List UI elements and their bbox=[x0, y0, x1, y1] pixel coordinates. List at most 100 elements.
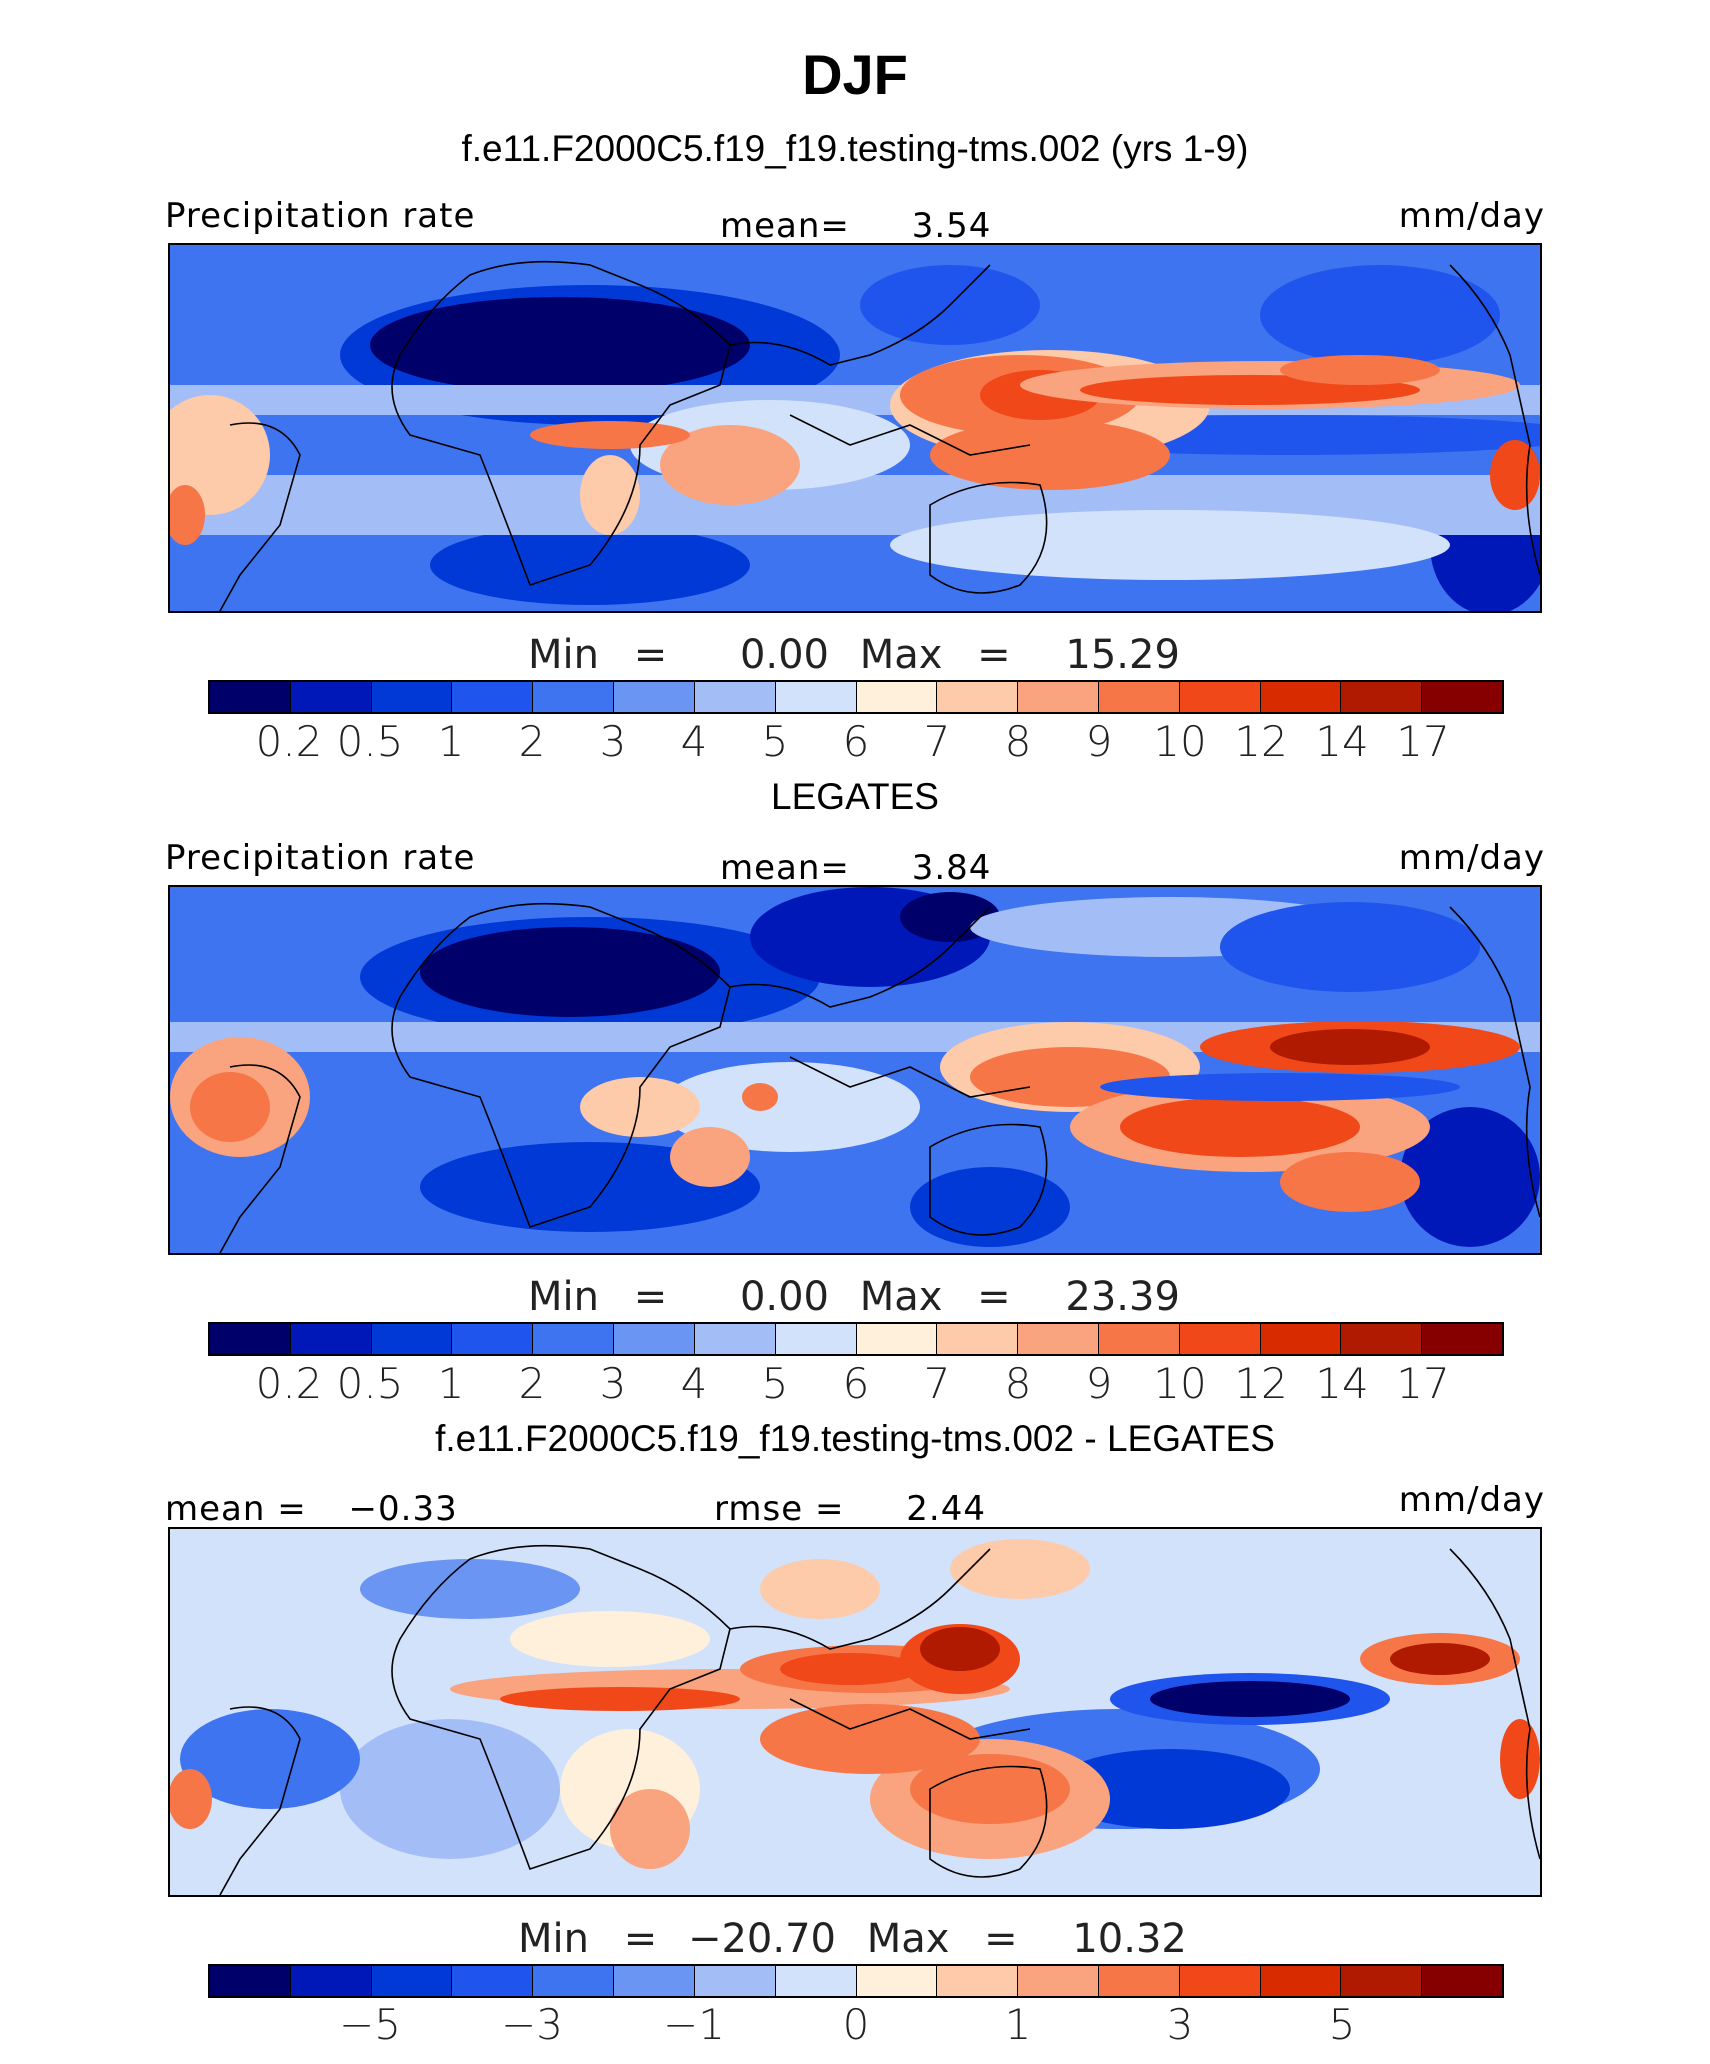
panel2-tick-label: 10 bbox=[1153, 1359, 1207, 1408]
panel1-units: mm/day bbox=[1398, 196, 1545, 236]
panel2-tick-label: 0.2 bbox=[255, 1359, 323, 1408]
panel2-tick-label: 7 bbox=[923, 1359, 951, 1408]
panel3-colorbar bbox=[208, 1964, 1504, 1998]
panel2-colorbar-ticks: 0.2 0.5 1 2 3 4 5 6 7 8 9 10 12 14 17 bbox=[208, 1359, 1504, 1408]
colorbar-swatch bbox=[694, 1966, 776, 1996]
panel3-tick-label: 1 bbox=[1004, 2000, 1032, 2049]
colorbar-swatch bbox=[1422, 682, 1502, 712]
panel2-map bbox=[168, 885, 1542, 1255]
panel1-tick-label: 12 bbox=[1234, 717, 1288, 766]
colorbar-swatch bbox=[533, 1966, 615, 1996]
panel1-tick-label: 2 bbox=[518, 717, 546, 766]
colorbar-swatch bbox=[694, 1324, 776, 1354]
colorbar-swatch bbox=[1260, 1966, 1342, 1996]
colorbar-swatch bbox=[1179, 1966, 1261, 1996]
figure-title: DJF bbox=[802, 43, 908, 106]
colorbar-swatch bbox=[1341, 1966, 1423, 1996]
panel3-tick-label: −5 bbox=[339, 2000, 401, 2049]
colorbar-swatch bbox=[614, 682, 695, 712]
panel1-variable-label: Precipitation rate bbox=[165, 196, 476, 236]
panel1-tick-label: 4 bbox=[680, 717, 708, 766]
panel2-variable-label: Precipitation rate bbox=[165, 838, 476, 878]
panel2-tick-label: 6 bbox=[842, 1359, 870, 1408]
panel3-map bbox=[168, 1527, 1542, 1897]
colorbar-swatch bbox=[371, 1324, 453, 1354]
panel1-tick-label: 6 bbox=[842, 717, 870, 766]
panel1-tick-label: 9 bbox=[1085, 717, 1113, 766]
panel1-map bbox=[168, 243, 1542, 613]
colorbar-swatch bbox=[775, 682, 857, 712]
colorbar-swatch bbox=[937, 682, 1019, 712]
panel1-tick-label: 5 bbox=[761, 717, 789, 766]
panel2-tick-label: 3 bbox=[599, 1359, 627, 1408]
colorbar-swatch bbox=[371, 682, 453, 712]
panel3-units: mm/day bbox=[1398, 1480, 1545, 1520]
colorbar-swatch bbox=[937, 1324, 1019, 1354]
colorbar-swatch bbox=[1341, 682, 1423, 712]
panel1-tick-label: 3 bbox=[599, 717, 627, 766]
colorbar-swatch bbox=[1341, 1324, 1423, 1354]
panel1-max-value: 15.29 bbox=[1065, 632, 1180, 678]
panel2-subtitle: LEGATES bbox=[771, 776, 939, 817]
colorbar-swatch bbox=[210, 682, 291, 712]
panel1-min-label: Min bbox=[528, 632, 599, 678]
panel3-rmse-value: 2.44 bbox=[906, 1489, 986, 1529]
colorbar-swatch bbox=[614, 1324, 695, 1354]
colorbar-swatch bbox=[452, 1324, 534, 1354]
colorbar-swatch bbox=[1422, 1324, 1502, 1354]
panel2-colorbar bbox=[208, 1322, 1504, 1356]
panel2-tick-label: 0.5 bbox=[336, 1359, 404, 1408]
panel2-max-value: 23.39 bbox=[1065, 1274, 1180, 1320]
colorbar-swatch bbox=[1098, 682, 1180, 712]
panel3-min-label: Min bbox=[518, 1916, 589, 1962]
panel1-mean-label: mean= bbox=[720, 206, 850, 246]
panel1-subtitle: f.e11.F2000C5.f19_f19.testing-tms.002 (y… bbox=[461, 128, 1249, 169]
panel1-max-label: Max bbox=[859, 632, 943, 678]
panel2-mean-value: 3.84 bbox=[911, 848, 992, 888]
panel2-units: mm/day bbox=[1398, 838, 1545, 878]
colorbar-swatch bbox=[937, 1966, 1019, 1996]
panel3-colorbar-ticks: −5 −3 −1 0 1 3 5 bbox=[208, 2000, 1504, 2049]
panel1-tick-label: 10 bbox=[1153, 717, 1207, 766]
colorbar-swatch bbox=[1018, 682, 1099, 712]
panel1-tick-label: 1 bbox=[437, 717, 465, 766]
panel3-tick-label: −1 bbox=[663, 2000, 725, 2049]
panel3-tick-label: 5 bbox=[1328, 2000, 1356, 2049]
panel3-mean-value: −0.33 bbox=[348, 1489, 458, 1529]
panel1-tick-label: 0.2 bbox=[255, 717, 323, 766]
colorbar-swatch bbox=[1018, 1324, 1099, 1354]
colorbar-swatch bbox=[210, 1324, 291, 1354]
colorbar-swatch bbox=[614, 1966, 695, 1996]
panel2-tick-label: 1 bbox=[437, 1359, 465, 1408]
panel3-rmse-label: rmse = bbox=[714, 1489, 845, 1529]
panel2-max-label: Max bbox=[859, 1274, 943, 1320]
panel2-tick-label: 14 bbox=[1315, 1359, 1369, 1408]
panel1-tick-label: 0.5 bbox=[336, 717, 404, 766]
panel3-min-value: −20.70 bbox=[687, 1916, 836, 1962]
colorbar-swatch bbox=[210, 1966, 291, 1996]
colorbar-swatch bbox=[1018, 1966, 1099, 1996]
colorbar-swatch bbox=[775, 1966, 857, 1996]
colorbar-swatch bbox=[290, 1966, 372, 1996]
colorbar-swatch bbox=[452, 682, 534, 712]
panel3-tick-label: 0 bbox=[842, 2000, 870, 2049]
colorbar-swatch bbox=[1098, 1324, 1180, 1354]
panel2-tick-label: 5 bbox=[761, 1359, 789, 1408]
panel3-tick-label: −3 bbox=[501, 2000, 563, 2049]
panel2-min-label: Min bbox=[528, 1274, 599, 1320]
colorbar-swatch bbox=[856, 1966, 938, 1996]
panel2-tick-label: 4 bbox=[680, 1359, 708, 1408]
panel2-tick-label: 9 bbox=[1085, 1359, 1113, 1408]
panel1-colorbar-ticks: 0.2 0.5 1 2 3 4 5 6 7 8 9 10 12 14 17 bbox=[208, 717, 1504, 766]
panel1-mean-value: 3.54 bbox=[911, 206, 992, 246]
panel2-tick-label: 12 bbox=[1234, 1359, 1288, 1408]
panel2-tick-label: 8 bbox=[1004, 1359, 1032, 1408]
panel1-min-value: 0.00 bbox=[739, 632, 829, 678]
panel2-tick-label: 17 bbox=[1396, 1359, 1450, 1408]
panel2-mean-label: mean= bbox=[720, 848, 850, 888]
colorbar-swatch bbox=[775, 1324, 857, 1354]
colorbar-swatch bbox=[290, 682, 372, 712]
colorbar-swatch bbox=[1179, 682, 1261, 712]
panel3-subtitle: f.e11.F2000C5.f19_f19.testing-tms.002 - … bbox=[435, 1418, 1275, 1459]
colorbar-swatch bbox=[1260, 682, 1342, 712]
